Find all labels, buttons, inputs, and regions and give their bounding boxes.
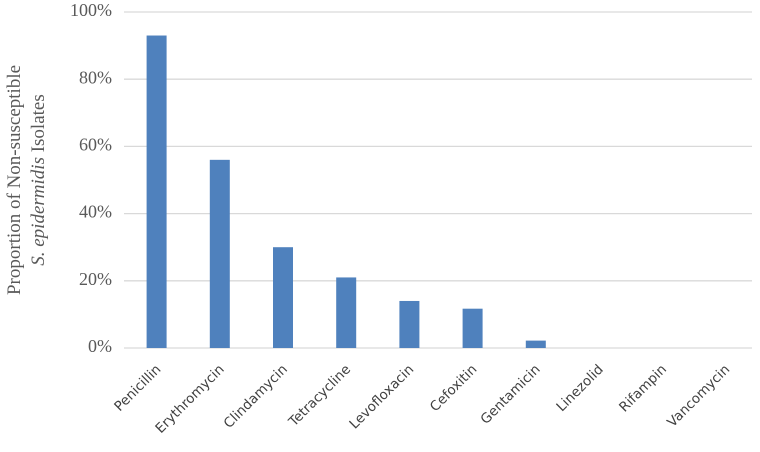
x-tick-label: Levofloxacin <box>346 362 417 433</box>
bar <box>399 300 420 348</box>
y-tick-label: 100% <box>70 0 112 20</box>
x-tick-label: Linezolid <box>553 362 606 415</box>
y-label-suffix: Isolates <box>28 94 49 152</box>
y-label-line: Proportion of Non-susceptible <box>4 65 25 295</box>
x-tick-label: Cefoxitin <box>427 362 481 416</box>
y-tick-label: 80% <box>79 67 112 87</box>
bar <box>336 277 357 348</box>
bar <box>209 159 230 348</box>
x-tick-label: Tetracycline <box>285 362 354 431</box>
y-tick-label: 0% <box>88 336 112 356</box>
x-tick-label: Penicillin <box>111 362 164 415</box>
bar <box>525 340 546 348</box>
x-tick-label: Rifampin <box>616 362 670 416</box>
x-tick-label: Gentamicin <box>477 362 543 428</box>
y-axis-title: Proportion of Non-susceptible S. epiderm… <box>4 65 49 295</box>
x-tick-label: Clindamycin <box>221 362 291 432</box>
y-tick-label: 60% <box>79 135 112 155</box>
y-tick-label: 40% <box>79 202 112 222</box>
bar <box>146 35 167 349</box>
x-tick-label: Vancomycin <box>664 362 733 431</box>
bar <box>273 247 293 348</box>
y-label-line: S. epidermidis Isolates <box>28 94 49 266</box>
y-tick-label: 20% <box>79 269 112 289</box>
bar <box>462 308 483 348</box>
y-label-species: S. epidermidis <box>28 157 49 266</box>
